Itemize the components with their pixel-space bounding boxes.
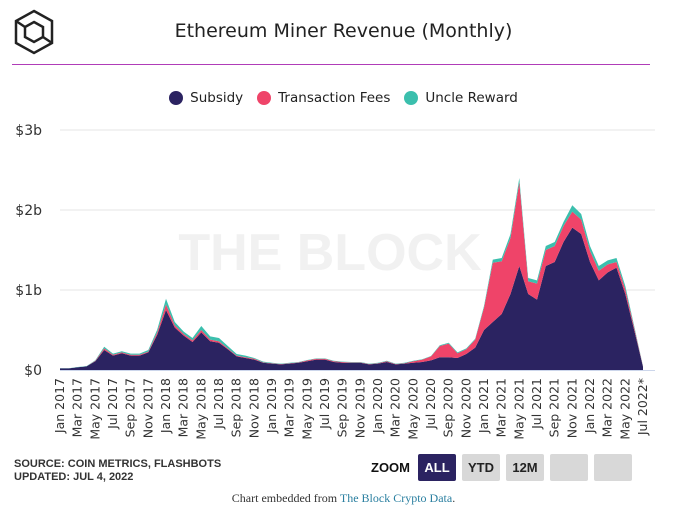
x-tick-label: Jul 2022* — [635, 378, 650, 436]
y-tick-label: $0 — [24, 363, 42, 379]
embed-prefix: Chart embedded from — [231, 491, 340, 505]
zoom-all-button[interactable]: ALL — [418, 454, 456, 481]
zoom-12m-button[interactable]: 12M — [506, 454, 544, 481]
x-tick-label: May 2019 — [299, 378, 314, 440]
x-tick-label: May 2020 — [405, 378, 420, 440]
zoom-ytd-button[interactable]: YTD — [462, 454, 500, 481]
source-text: SOURCE: COIN METRICS, FLASHBOTS — [14, 458, 222, 470]
x-tick-label: Jul 2020 — [423, 378, 438, 430]
legend-item-transaction-fees[interactable]: Transaction Fees — [257, 90, 390, 106]
y-tick-label: $1b — [15, 283, 42, 299]
header-divider — [12, 64, 650, 65]
y-tick-label: $2b — [15, 203, 42, 219]
the-block-logo — [14, 9, 54, 55]
x-tick-label: Nov 2018 — [246, 378, 261, 438]
embed-note: Chart embedded from The Block Crypto Dat… — [0, 491, 687, 506]
x-tick-label: Sep 2018 — [229, 378, 244, 437]
legend-label: Subsidy — [190, 90, 244, 106]
x-tick-label: Sep 2021 — [547, 378, 562, 437]
x-tick-label: May 2022 — [617, 378, 632, 440]
legend-label: Uncle Reward — [425, 90, 518, 106]
watermark: THE BLOCK — [178, 224, 482, 282]
y-tick-label: $3b — [15, 123, 42, 139]
x-tick-label: Nov 2021 — [564, 378, 579, 438]
x-tick-label: Jan 2019 — [264, 378, 279, 434]
x-tick-label: Jul 2019 — [317, 378, 332, 430]
zoom-label: ZOOM — [371, 460, 410, 475]
legend: Subsidy Transaction Fees Uncle Reward — [0, 90, 687, 106]
x-tick-label: May 2017 — [87, 378, 102, 440]
zoom-blank-button[interactable] — [550, 454, 588, 481]
x-tick-label: Jan 2021 — [476, 378, 491, 434]
x-tick-label: Jan 2022 — [582, 378, 597, 434]
area-transaction-fees — [60, 182, 643, 369]
x-tick-label: Jan 2018 — [158, 378, 173, 434]
x-tick-label: Jan 2020 — [370, 378, 385, 434]
x-tick-label: May 2021 — [511, 378, 526, 440]
x-tick-label: Mar 2020 — [388, 378, 403, 437]
the-block-data-link[interactable]: The Block Crypto Data — [339, 491, 453, 505]
updated-text: UPDATED: JUL 4, 2022 — [14, 471, 134, 483]
legend-dot — [257, 91, 272, 105]
legend-label: Transaction Fees — [278, 90, 391, 106]
x-tick-label: Mar 2022 — [600, 378, 615, 437]
x-tick-label: Jul 2018 — [211, 378, 226, 430]
x-tick-label: Sep 2019 — [335, 378, 350, 437]
embed-suffix: . — [452, 491, 456, 505]
x-tick-label: Sep 2020 — [441, 378, 456, 437]
x-tick-label: Nov 2017 — [140, 378, 155, 438]
chart-title: Ethereum Miner Revenue (Monthly) — [174, 20, 513, 42]
legend-item-uncle-reward[interactable]: Uncle Reward — [404, 90, 518, 106]
x-tick-label: Jan 2017 — [52, 378, 67, 434]
legend-dot — [169, 91, 184, 105]
zoom-blank-button[interactable] — [594, 454, 632, 481]
area-subsidy — [60, 227, 643, 370]
x-tick-label: Mar 2018 — [176, 378, 191, 437]
x-tick-label: Nov 2019 — [352, 378, 367, 438]
x-tick-label: Jul 2017 — [105, 378, 120, 430]
source-info: SOURCE: COIN METRICS, FLASHBOTS UPDATED:… — [14, 458, 221, 484]
x-tick-label: Mar 2019 — [282, 378, 297, 437]
legend-dot — [404, 91, 419, 105]
x-tick-label: May 2018 — [193, 378, 208, 440]
x-tick-label: Jul 2021 — [529, 378, 544, 430]
x-tick-label: Nov 2020 — [458, 378, 473, 438]
x-tick-label: Mar 2017 — [70, 378, 85, 437]
x-tick-label: Sep 2017 — [123, 378, 138, 437]
x-tick-label: Mar 2021 — [494, 378, 509, 437]
legend-item-subsidy[interactable]: Subsidy — [169, 90, 243, 106]
zoom-controls: ZOOM ALL YTD 12M — [371, 454, 632, 481]
